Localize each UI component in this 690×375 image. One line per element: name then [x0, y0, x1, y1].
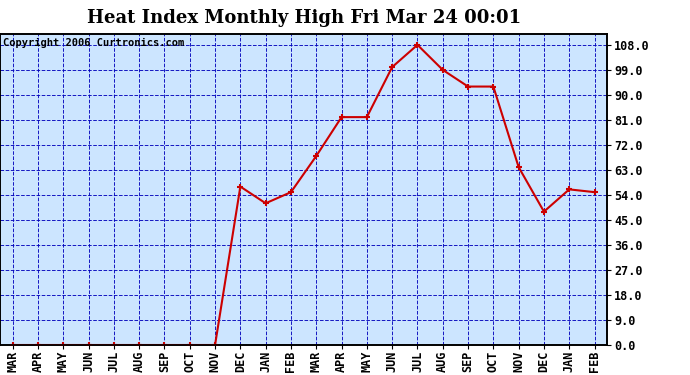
Text: Heat Index Monthly High Fri Mar 24 00:01: Heat Index Monthly High Fri Mar 24 00:01 [86, 9, 521, 27]
Text: Copyright 2006 Curtronics.com: Copyright 2006 Curtronics.com [3, 38, 184, 48]
